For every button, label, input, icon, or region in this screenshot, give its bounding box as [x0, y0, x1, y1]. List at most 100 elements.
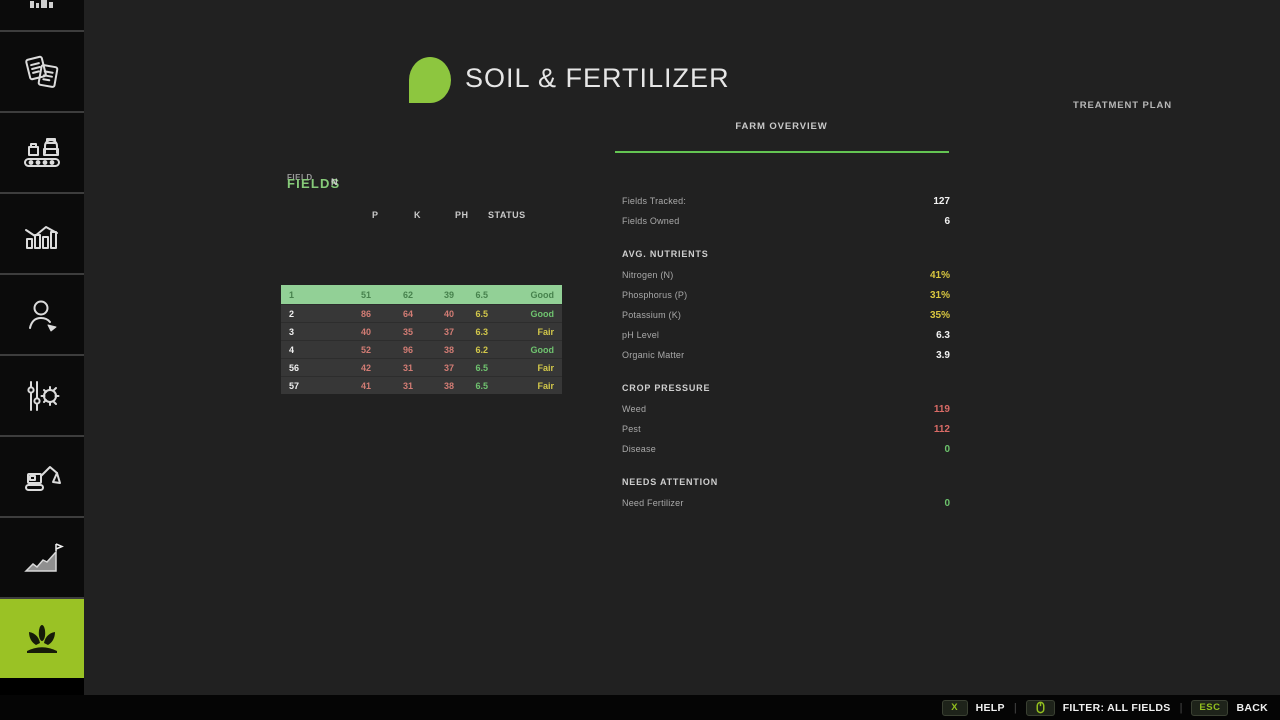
- field-number: 1: [289, 289, 295, 300]
- sidebar-item-construction[interactable]: [0, 435, 84, 516]
- stat-row: Organic Matter 3.9: [622, 345, 950, 365]
- sidebar-item-soil-fertilizer[interactable]: [0, 597, 95, 678]
- field-number: 2: [289, 308, 295, 319]
- sidebar-item-contracts[interactable]: [0, 30, 84, 111]
- production-icon: [20, 131, 64, 175]
- p-value: 35: [402, 326, 413, 337]
- p-value: 96: [402, 344, 413, 355]
- field-row-56[interactable]: 56 42 31 37 6.5 Fair: [281, 358, 562, 376]
- column-header-n: N: [331, 177, 338, 187]
- farm-overview-panel: Fields Tracked: 127 Fields Owned 6 AVG. NUTR…: [622, 191, 950, 513]
- stat-value: 35%: [929, 309, 950, 321]
- k-value: 40: [443, 308, 454, 319]
- stat-row: Need Fertilizer 0: [622, 493, 950, 513]
- documents-icon: [20, 50, 64, 94]
- stat-value: 41%: [929, 269, 950, 281]
- ph-value: 6.5: [475, 289, 488, 300]
- esc-key-badge[interactable]: ESC: [1191, 699, 1229, 716]
- stat-value: 119: [933, 403, 950, 415]
- n-value: 52: [360, 344, 371, 355]
- tab-farm-overview[interactable]: FARM OVERVIEW: [735, 121, 828, 132]
- growth-icon: [20, 536, 64, 580]
- excavator-icon: [20, 455, 64, 499]
- field-row-4[interactable]: 4 52 96 38 6.2 Good: [281, 340, 562, 358]
- stat-value: 0: [944, 497, 950, 509]
- stat-label: Fields Tracked:: [622, 196, 687, 206]
- fields-panel-title: FIELDS: [287, 176, 341, 191]
- stat-row: Disease 0: [622, 439, 950, 459]
- partial-icon: [20, 0, 64, 12]
- k-value: 38: [443, 380, 454, 391]
- main-content: SOIL & FERTILIZER TREATMENT PLAN FARM OV…: [84, 0, 1280, 695]
- stat-label: Need Fertilizer: [622, 498, 684, 508]
- field-row-57[interactable]: 57 41 31 38 6.5 Fair: [281, 376, 562, 394]
- stat-label: Nitrogen (N): [622, 270, 674, 280]
- sidebar-item-growth[interactable]: [0, 516, 84, 597]
- sidebar-item-production[interactable]: [0, 111, 84, 192]
- section-header: NEEDS ATTENTION: [622, 477, 719, 487]
- stat-row: Phosphorus (P) 31%: [622, 285, 950, 305]
- k-value: 37: [443, 362, 454, 373]
- hint-separator: |: [1013, 701, 1017, 714]
- n-value: 86: [360, 308, 371, 319]
- column-header-p: P: [372, 210, 379, 220]
- p-value: 64: [402, 308, 413, 319]
- n-value: 51: [360, 289, 371, 300]
- stat-value: 6: [944, 215, 950, 227]
- stat-row: Nitrogen (N) 41%: [622, 265, 950, 285]
- stat-row: Fields Tracked: 127: [622, 191, 950, 211]
- back-hint[interactable]: ESC BACK: [1191, 699, 1268, 716]
- ph-value: 6.5: [475, 308, 488, 319]
- field-row-2[interactable]: 2 86 64 40 6.5 Good: [281, 304, 562, 322]
- stat-row: Weed 119: [622, 399, 950, 419]
- field-row-1[interactable]: 1 51 62 39 6.5 Good: [281, 285, 562, 304]
- hint-separator: |: [1179, 701, 1183, 714]
- tab-treatment-plan[interactable]: TREATMENT PLAN: [1073, 100, 1172, 111]
- leaf-logo-icon: [409, 57, 451, 103]
- help-key-badge[interactable]: X: [941, 699, 968, 716]
- column-header-k: K: [414, 210, 421, 220]
- sidebar-item-settings[interactable]: [0, 354, 84, 435]
- field-number: 57: [289, 380, 300, 391]
- stat-label: Phosphorus (P): [622, 290, 688, 300]
- stat-label: pH Level: [622, 330, 660, 340]
- stat-label: Pest: [622, 424, 641, 434]
- stat-value: 3.9: [936, 349, 950, 361]
- field-row-3[interactable]: 3 40 35 37 6.3 Fair: [281, 322, 562, 340]
- filter-label: FILTER: ALL FIELDS: [1062, 701, 1171, 714]
- stat-value: 0: [944, 443, 950, 455]
- status-value: Fair: [537, 326, 554, 337]
- stat-label: Weed: [622, 404, 647, 414]
- page-title: SOIL & FERTILIZER: [465, 63, 730, 93]
- help-label: HELP: [975, 701, 1005, 714]
- help-hint[interactable]: X HELP: [941, 699, 1005, 716]
- sidebar-item-statistics[interactable]: [0, 192, 84, 273]
- mouse-icon[interactable]: [1025, 699, 1055, 716]
- status-value: Fair: [537, 362, 554, 373]
- stat-label: Organic Matter: [622, 350, 685, 360]
- column-header-status: STATUS: [488, 210, 526, 220]
- k-value: 39: [443, 289, 454, 300]
- sprout-icon: [20, 617, 64, 661]
- section-header: CROP PRESSURE: [622, 383, 711, 393]
- n-value: 42: [360, 362, 371, 373]
- stat-value: 127: [933, 195, 950, 207]
- stat-value: 6.3: [936, 329, 950, 341]
- p-value: 62: [402, 289, 413, 300]
- field-number: 4: [289, 344, 295, 355]
- field-number: 56: [289, 362, 300, 373]
- sidebar-item-top-partial[interactable]: [0, 0, 84, 30]
- stat-label: Potassium (K): [622, 310, 682, 320]
- fields-table: 1 51 62 39 6.5 Good 2 86 64 40 6.5 Good 3 40 35 37 6.3 Fa…: [281, 285, 562, 394]
- stat-label: Disease: [622, 444, 656, 454]
- column-header-field: FIELD: [287, 173, 313, 182]
- sidebar-item-player[interactable]: [0, 273, 84, 354]
- status-value: Good: [530, 344, 555, 355]
- stat-value: 112: [933, 423, 950, 435]
- stat-value: 31%: [929, 289, 950, 301]
- field-number: 3: [289, 326, 295, 337]
- bottom-hint-bar: X HELP | FILTER: ALL FIELDS | ESC BACK: [0, 695, 1280, 720]
- filter-hint[interactable]: FILTER: ALL FIELDS: [1025, 699, 1171, 716]
- stat-row: Fields Owned 6: [622, 211, 950, 231]
